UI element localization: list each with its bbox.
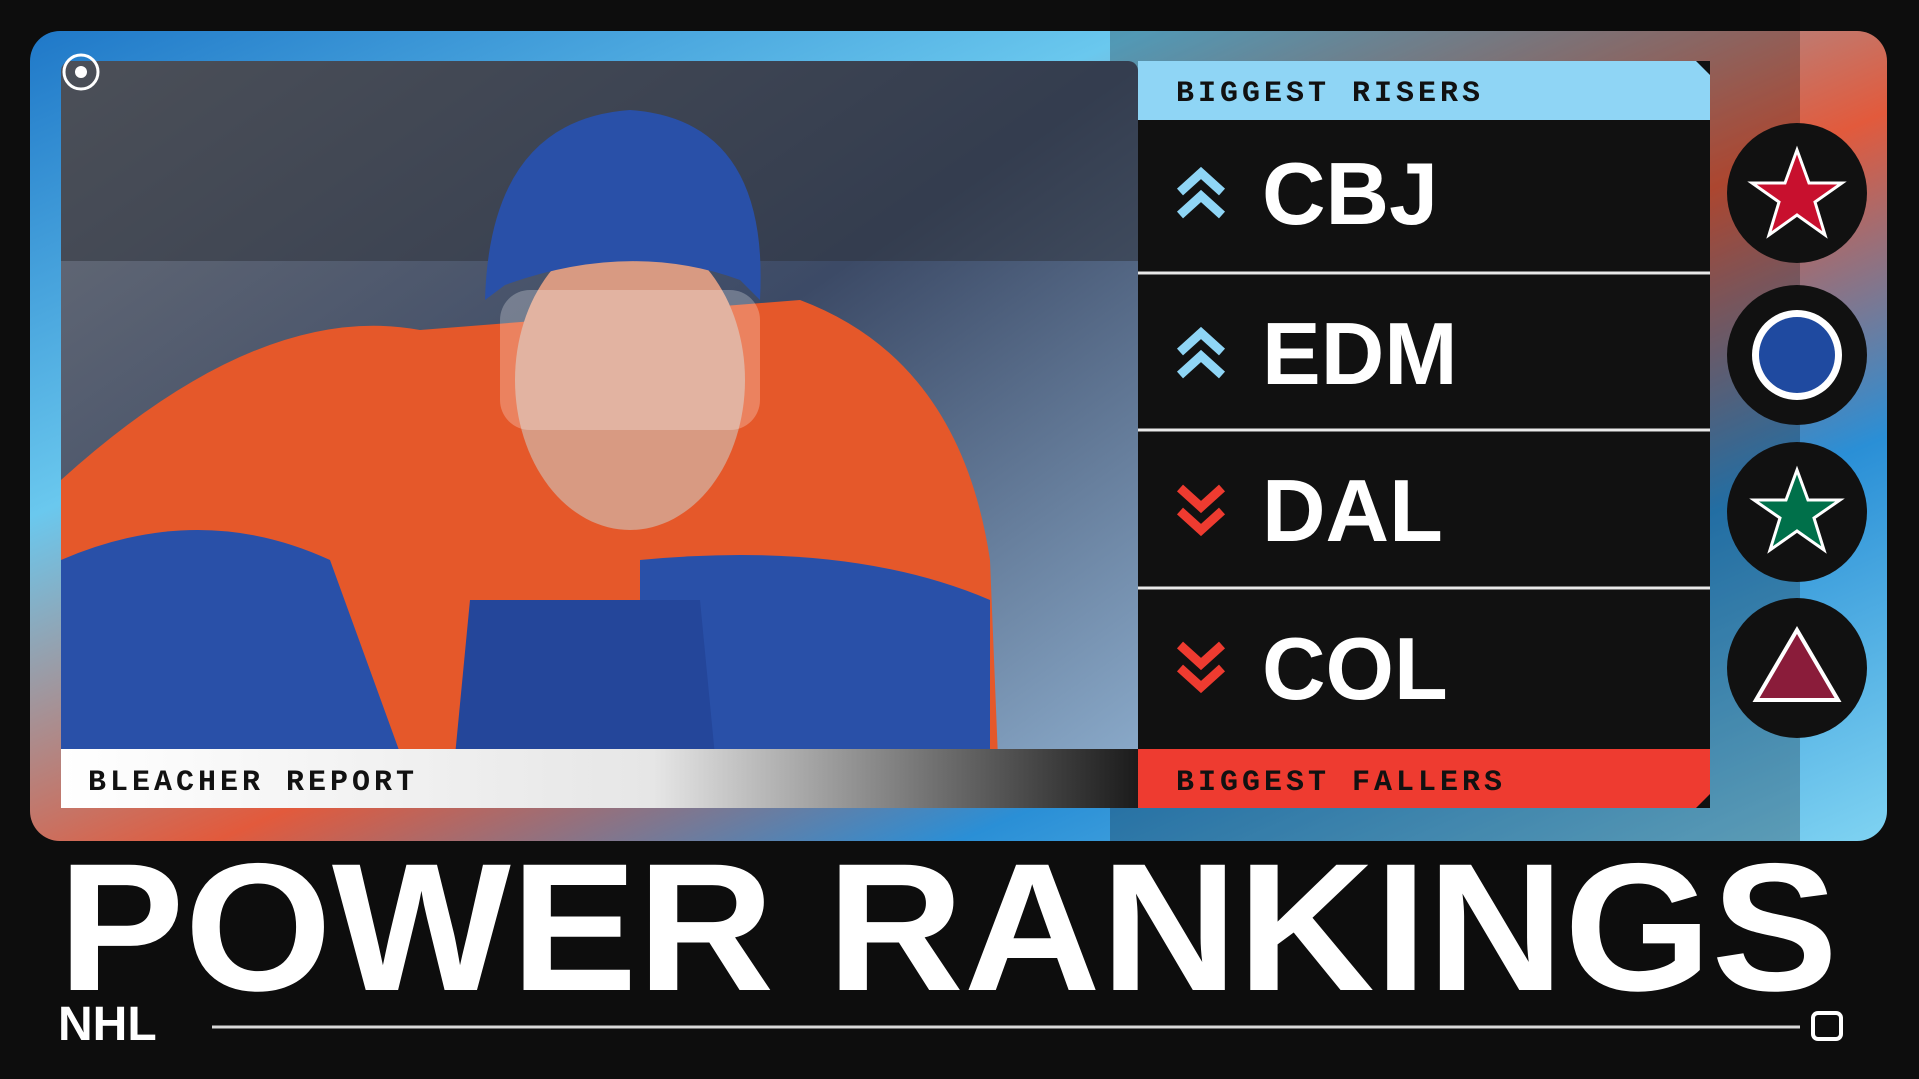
team-abbr: DAL [1262,461,1443,560]
risers-header [1138,61,1710,120]
arrow-down [1176,641,1226,694]
risers-label: BIGGEST RISERS [1176,77,1484,111]
player-photo [61,61,1138,808]
arrow-up [1176,166,1226,219]
credit-bar [61,749,1138,808]
brand-icon-dot [75,66,87,78]
fallers-label: BIGGEST FALLERS [1176,766,1506,800]
credit-text: BLEACHER REPORT [88,766,418,800]
rank-arrows [1176,166,1226,694]
main-title: POWER RANKINGS [58,825,1838,1029]
league-label: NHL [58,998,157,1051]
arrow-up [1176,326,1226,379]
team-abbr: EDM [1262,304,1458,403]
br-icon [1811,1011,1843,1041]
fallers-header [1138,749,1710,808]
list-panel [1138,61,1710,808]
row-separators [1138,271,1710,590]
team-abbr: CBJ [1262,144,1438,243]
team-abbr: COL [1262,619,1448,718]
arrow-down [1176,484,1226,537]
team-logos [1727,123,1867,738]
brand-icon [62,53,100,91]
